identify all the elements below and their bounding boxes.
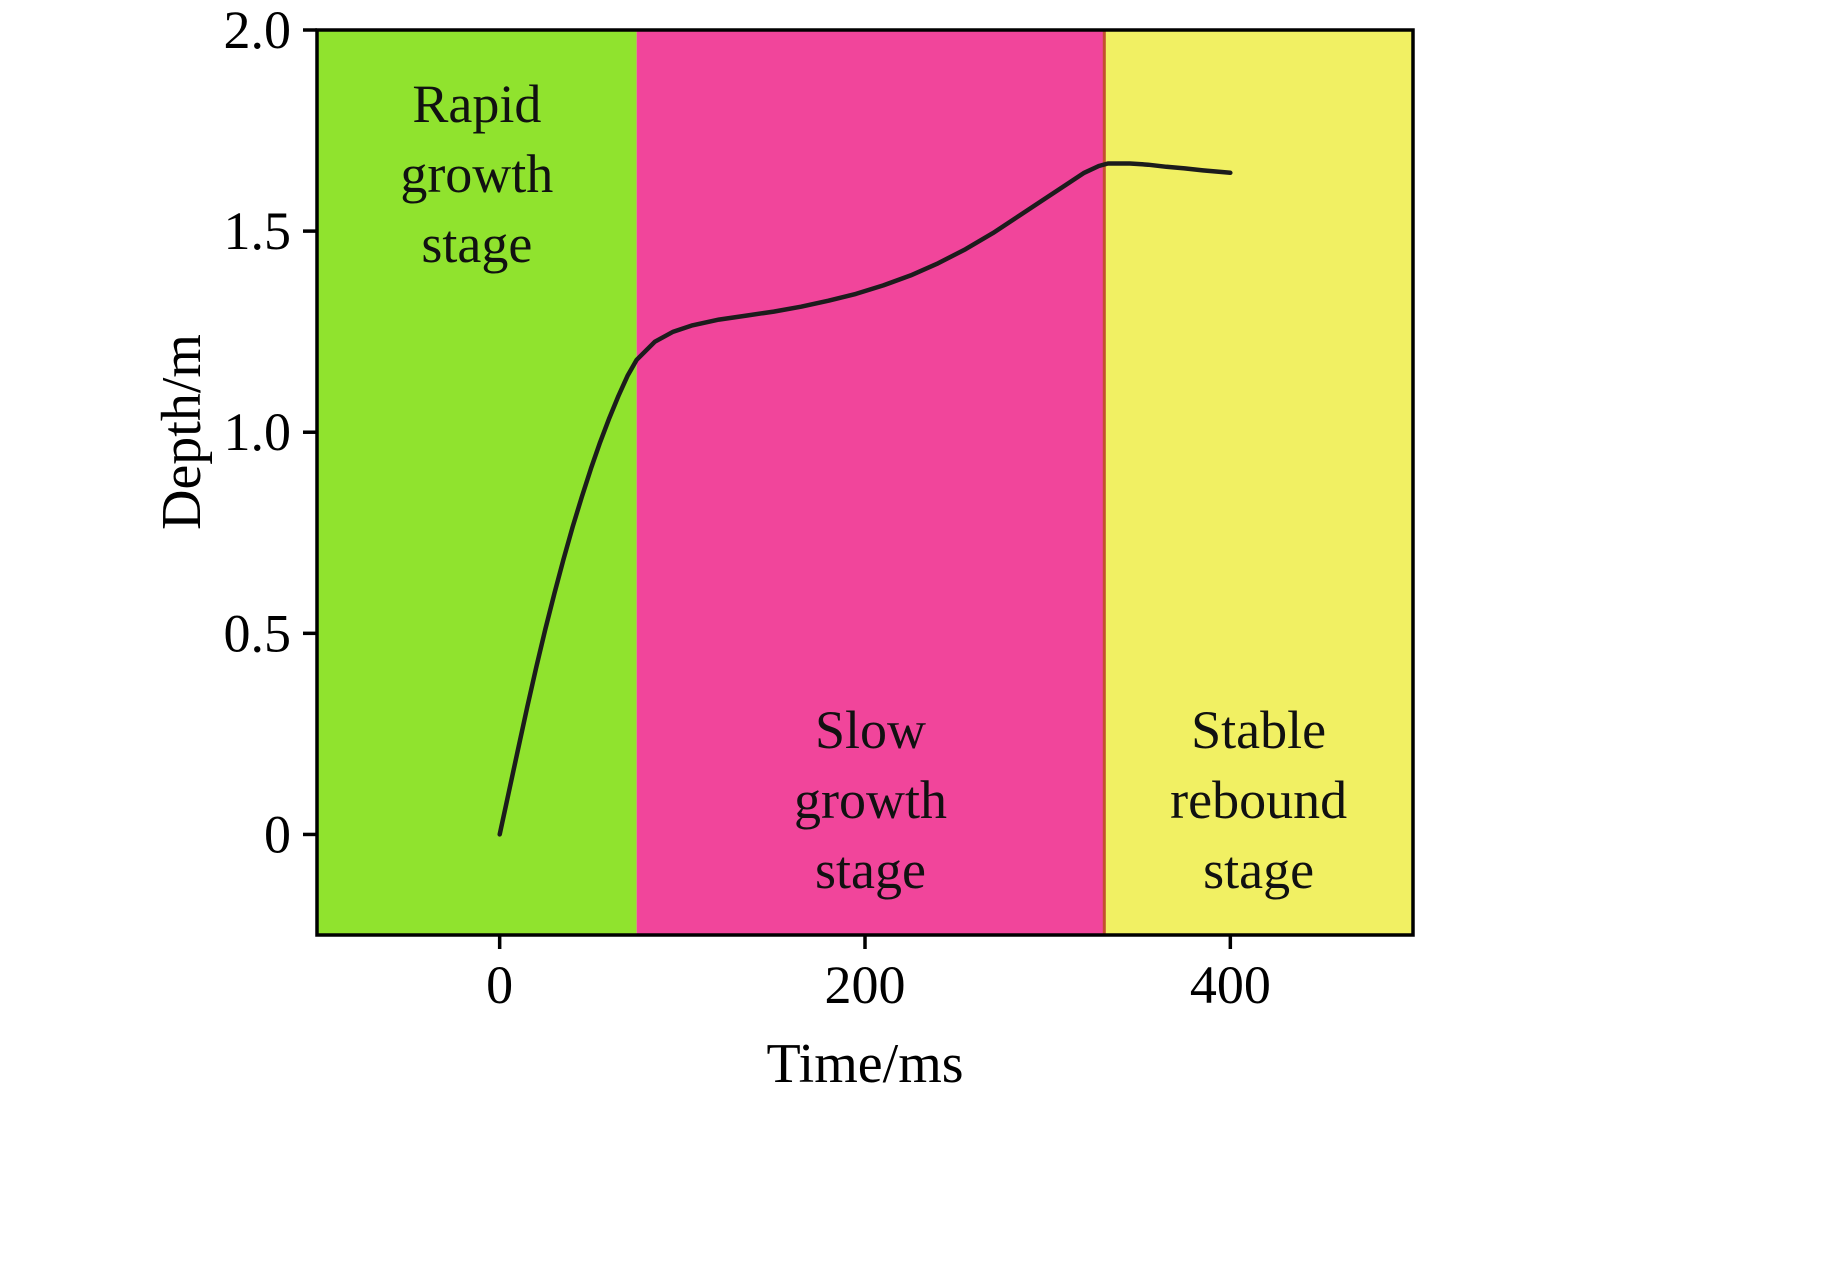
x-axis-tick-label: 400 [1190, 955, 1271, 1015]
stage-label-slow-growth-stage-line3: stage [815, 840, 926, 900]
x-axis-title: Time/ms [766, 1033, 963, 1095]
stage-label-rapid-growth-stage-line3: stage [421, 214, 532, 274]
stage-label-stable-rebound-stage-line3: stage [1203, 840, 1314, 900]
stage-label-stable-rebound-stage-line2: rebound [1170, 770, 1347, 830]
x-axis-tick-label: 0 [486, 955, 513, 1015]
stage-region-rapid-growth-stage [317, 30, 637, 935]
stage-region-slow-growth-stage [636, 30, 1105, 935]
stage-label-slow-growth-stage-line1: Slow [815, 700, 926, 760]
stage-label-rapid-growth-stage-line1: Rapid [412, 74, 541, 134]
y-axis-title: Depth/m [151, 334, 213, 530]
y-axis-tick-label: 1.0 [224, 402, 292, 462]
y-axis-tick-label: 0 [264, 804, 291, 864]
y-axis-tick-label: 0.5 [224, 603, 292, 663]
x-axis-tick-label: 200 [825, 955, 906, 1015]
y-axis-tick-label: 1.5 [224, 201, 292, 261]
depth-curve [497, 161, 1233, 837]
stage-label-rapid-growth-stage-line2: growth [400, 144, 553, 204]
y-axis-tick-label: 2.0 [224, 0, 292, 60]
stage-label-slow-growth-stage-line2: growth [794, 770, 947, 830]
stage-label-stable-rebound-stage-line1: Stable [1191, 700, 1326, 760]
stage-region-stable-rebound-stage [1104, 30, 1413, 935]
